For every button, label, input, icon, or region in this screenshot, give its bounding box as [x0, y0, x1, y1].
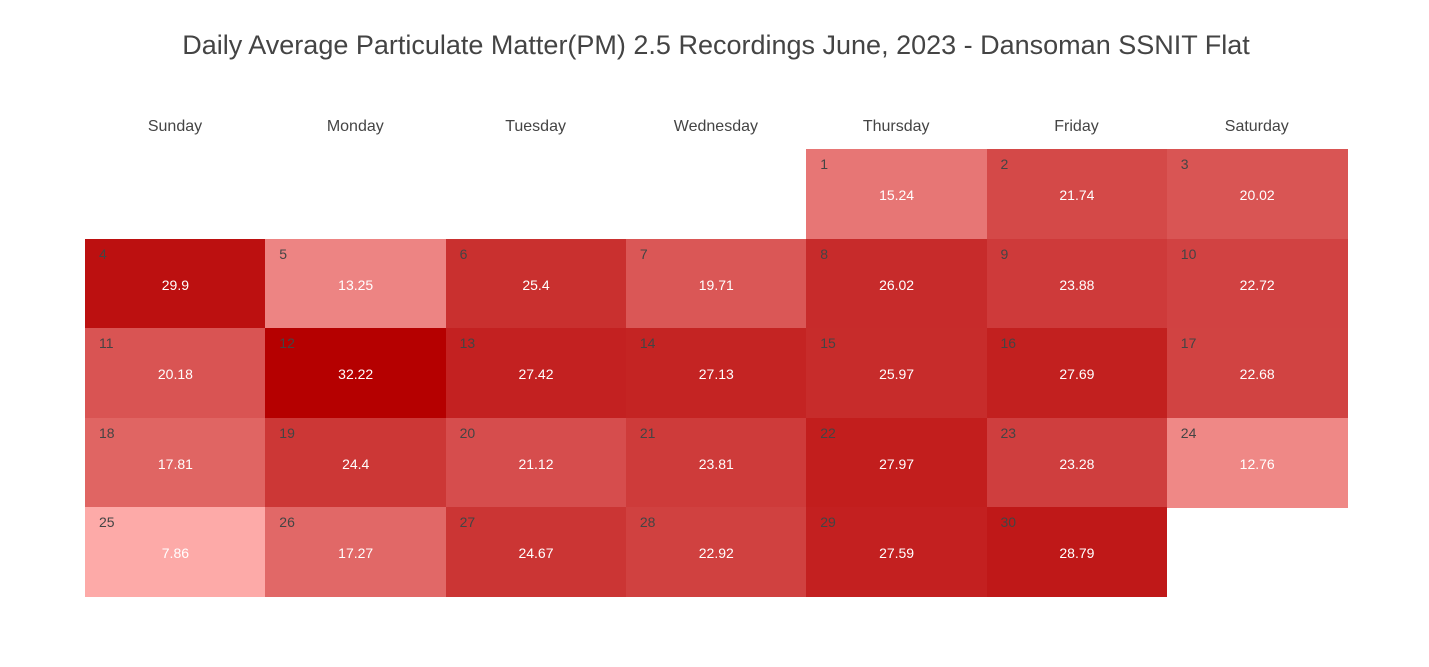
day-cell-25: 25 7.86	[85, 507, 266, 598]
pm25-value-label: 25.97	[879, 366, 915, 383]
day-cell-20: 20 21.12	[445, 417, 627, 508]
pm25-value-label: 13.25	[338, 276, 374, 293]
pm25-value-label: 20.18	[157, 366, 193, 383]
day-cell-11: 11 20.18	[85, 328, 266, 419]
pm25-value-label: 23.28	[1059, 455, 1095, 472]
pm25-value-label: 19.71	[698, 276, 734, 293]
pm25-value-label: 26.02	[879, 276, 915, 293]
weekday-label-tuesday: Tuesday	[505, 118, 566, 135]
day-cell-24: 24 12.76	[1166, 417, 1348, 508]
day-number-label: 4	[99, 245, 107, 262]
day-number-label: 3	[1180, 156, 1189, 172]
day-cell-21: 21 23.81	[625, 417, 807, 508]
day-number-label: 10	[1180, 245, 1197, 262]
pm25-value-label: 12.76	[1239, 455, 1275, 472]
day-cell-2: 2 21.74	[986, 149, 1168, 240]
day-cell-6: 6 25.4	[445, 238, 627, 329]
day-number-label: 26	[279, 514, 295, 531]
day-number-label: 9	[1000, 245, 1009, 262]
day-number-label: 25	[99, 514, 115, 531]
weekday-label-friday: Friday	[1054, 118, 1099, 135]
pm25-value-label: 17.81	[157, 455, 193, 472]
day-number-label: 15	[820, 335, 836, 352]
day-cell-14: 14 27.13	[625, 328, 807, 419]
pm25-value-label: 15.24	[879, 187, 915, 203]
pm25-value-label: 27.13	[698, 366, 734, 383]
day-number-label: 21	[639, 424, 656, 441]
day-number-label: 8	[820, 245, 828, 262]
chart-title: Daily Average Particulate Matter(PM) 2.5…	[182, 30, 1250, 60]
day-cell-16: 16 27.69	[986, 328, 1168, 419]
day-cell-22: 22 27.97	[806, 417, 987, 508]
pm25-value-label: 27.59	[879, 545, 915, 562]
pm25-value-label: 29.9	[161, 276, 190, 293]
day-number-label: 12	[279, 335, 295, 352]
day-number-label: 27	[459, 514, 476, 531]
day-number-label: 30	[1000, 514, 1017, 531]
pm25-value-label: 21.74	[1059, 187, 1095, 203]
day-number-label: 20	[459, 424, 476, 441]
day-number-label: 22	[820, 424, 836, 441]
weekday-label-thursday: Thursday	[862, 118, 930, 135]
pm25-value-label: 22.68	[1239, 366, 1275, 383]
day-number-label: 29	[820, 514, 836, 531]
day-cell-29: 29 27.59	[806, 507, 987, 598]
day-number-label: 17	[1180, 335, 1197, 352]
day-cell-19: 19 24.4	[265, 417, 447, 508]
pm25-value-label: 27.42	[518, 366, 554, 383]
pm25-value-label: 28.79	[1059, 545, 1095, 562]
day-cell-17: 17 22.68	[1166, 328, 1348, 419]
day-number-label: 6	[459, 245, 468, 262]
pm25-value-label: 22.92	[698, 545, 734, 562]
pm25-value-label: 23.88	[1059, 276, 1095, 293]
day-number-label: 1	[820, 156, 828, 172]
day-cell-10: 10 22.72	[1166, 238, 1348, 329]
pm25-value-label: 21.12	[518, 455, 554, 472]
day-number-label: 2	[1000, 156, 1009, 172]
pm25-value-label: 32.22	[338, 366, 374, 383]
day-number-label: 11	[99, 335, 114, 352]
pm25-value-label: 20.02	[1239, 187, 1275, 203]
pm25-value-label: 24.4	[342, 455, 370, 472]
weekday-label-wednesday: Wednesday	[673, 118, 758, 135]
pm25-value-label: 7.86	[161, 545, 190, 562]
pm25-value-label: 24.67	[518, 545, 554, 562]
day-cell-5: 5 13.25	[265, 238, 447, 329]
day-cell-26: 26 17.27	[265, 507, 447, 598]
day-number-label: 14	[639, 335, 656, 352]
weekday-label-saturday: Saturday	[1224, 118, 1289, 135]
day-cell-18: 18 17.81	[85, 417, 266, 508]
day-cell-23: 23 23.28	[986, 417, 1168, 508]
weekday-label-sunday: Sunday	[147, 118, 203, 135]
day-number-label: 19	[279, 424, 295, 441]
day-cell-27: 27 24.67	[445, 507, 627, 598]
day-cell-13: 13 27.42	[445, 328, 627, 419]
day-number-label: 13	[459, 335, 476, 352]
day-number-label: 5	[279, 245, 288, 262]
day-cell-28: 28 22.92	[625, 507, 807, 598]
day-cell-3: 3 20.02	[1166, 149, 1348, 240]
day-cell-12: 12 32.22	[265, 328, 447, 419]
pm25-value-label: 25.4	[522, 276, 550, 293]
day-number-label: 18	[99, 424, 115, 441]
day-cell-9: 9 23.88	[986, 238, 1168, 329]
day-cell-1: 1 15.24	[806, 149, 987, 240]
weekday-label-monday: Monday	[326, 118, 384, 135]
day-number-label: 7	[639, 245, 648, 262]
day-number-label: 16	[1000, 335, 1017, 352]
day-number-label: 23	[1000, 424, 1017, 441]
day-number-label: 28	[639, 514, 656, 531]
day-cell-8: 8 26.02	[806, 238, 987, 329]
day-cell-15: 15 25.97	[806, 328, 987, 419]
pm25-value-label: 27.97	[879, 455, 915, 472]
pm25-value-label: 22.72	[1239, 276, 1275, 293]
pm25-value-label: 27.69	[1059, 366, 1095, 383]
day-cell-7: 7 19.71	[625, 238, 807, 329]
pm25-value-label: 23.81	[698, 455, 734, 472]
day-cell-4: 4 29.9	[85, 238, 266, 329]
day-number-label: 24	[1180, 424, 1197, 441]
day-cell-30: 30 28.79	[986, 507, 1168, 598]
pm25-value-label: 17.27	[338, 545, 374, 562]
